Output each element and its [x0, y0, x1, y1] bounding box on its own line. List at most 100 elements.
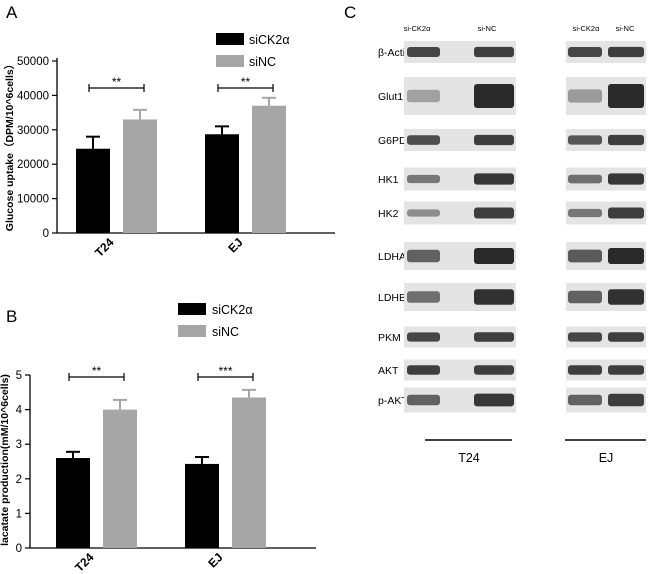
y-tick-label: 0: [43, 228, 49, 240]
blot-strip-t24: [404, 201, 516, 225]
protein-label-7: PKM: [378, 332, 401, 344]
y-tick-label: 30000: [17, 125, 49, 137]
band: [568, 365, 602, 375]
band: [407, 332, 440, 342]
protein-label-4: HK2: [378, 208, 399, 220]
significance-label: **: [92, 364, 102, 378]
band: [608, 173, 644, 185]
protein-label-1: Glut1: [378, 91, 403, 103]
band: [407, 47, 440, 57]
blot-strip-ej: [566, 167, 646, 191]
category-label-t24: T24: [92, 235, 117, 260]
band: [608, 46, 644, 58]
band: [474, 84, 514, 108]
band: [474, 173, 514, 185]
blot-strip-ej: [566, 201, 646, 225]
category-label-ej: EJ: [205, 550, 225, 570]
protein-label-9: p-AKT: [378, 395, 408, 407]
band: [568, 89, 602, 103]
significance-label: **: [112, 75, 122, 89]
band: [568, 174, 602, 184]
band: [568, 394, 602, 406]
legend-label-sinc: siNC: [212, 325, 239, 339]
bar-sick2-t24: [76, 148, 110, 233]
legend-swatch-sick2: [216, 33, 244, 45]
y-tick-label: 1: [16, 508, 22, 520]
y-tick-label: 5: [16, 370, 22, 382]
chart-b: 0 1 2 3 4 5 ** T24 *** EJ lacatate production(mM…: [0, 303, 316, 574]
band: [407, 365, 440, 375]
protein-label-5: LDHA: [378, 251, 406, 263]
lane-header-ej-sinc: si-NC: [616, 24, 635, 33]
band: [474, 207, 514, 219]
bar-sinc-t24: [123, 119, 157, 233]
band: [568, 208, 602, 218]
lane-header-t24-sinc: si-NC: [478, 24, 497, 33]
band: [608, 207, 644, 219]
band: [608, 365, 644, 375]
y-tick-label: 50000: [17, 56, 49, 68]
band: [407, 291, 440, 303]
band: [474, 365, 514, 375]
y-tick-label: 4: [16, 405, 23, 417]
band: [608, 84, 644, 108]
blot-strip-ej: [566, 41, 646, 63]
band: [474, 332, 514, 342]
band: [608, 393, 644, 407]
band: [474, 289, 514, 305]
group-label-t24: T24: [458, 451, 480, 465]
panel-letter-b: B: [6, 307, 17, 326]
blot-strip-t24: [404, 326, 516, 348]
band: [407, 89, 440, 103]
legend-label-sinc: siNC: [249, 55, 276, 69]
protein-label-2: G6PD: [378, 135, 407, 147]
band: [608, 332, 644, 342]
band: [568, 135, 602, 145]
blot-strip-t24: [404, 167, 516, 191]
chart-a: 0 10000 20000 30000 40000 50000 ** T24 ** EJ Glu…: [3, 33, 335, 260]
y-tick-label: 20000: [17, 159, 49, 171]
bar-sinc-ej: [252, 105, 286, 233]
band: [407, 394, 440, 406]
bar-sick2-ej: [185, 463, 219, 548]
blot-strip-ej: [566, 359, 646, 381]
bar-sick2-t24: [56, 458, 90, 548]
y-axis-label: lacatate production(mM/10^6cells): [0, 374, 11, 546]
y-tick-label: 0: [16, 543, 22, 555]
legend-swatch-sinc: [178, 325, 206, 337]
band: [474, 134, 514, 146]
protein-label-0: β-Actin: [378, 47, 411, 59]
band: [474, 46, 514, 58]
category-label-t24: T24: [72, 550, 97, 574]
group-label-ej: EJ: [599, 451, 614, 465]
band: [608, 134, 644, 146]
y-tick-label: 10000: [17, 194, 49, 206]
band: [568, 47, 602, 57]
band: [407, 135, 440, 145]
bar-sick2-ej: [205, 134, 239, 233]
y-axis-label: Glucose uptake（DPM/10^6cells）: [3, 59, 16, 231]
bar-sinc-t24: [103, 409, 137, 548]
band: [568, 249, 602, 263]
band: [407, 174, 440, 184]
panel-letter-a: A: [6, 3, 18, 22]
band: [608, 248, 644, 264]
y-tick-label: 40000: [17, 90, 49, 102]
blot-strip-t24: [404, 41, 516, 63]
panel-letter-c: C: [344, 3, 356, 22]
protein-label-3: HK1: [378, 174, 399, 186]
legend-swatch-sick2: [178, 303, 206, 315]
blot-strip-t24: [404, 359, 516, 381]
blot-strip-ej: [566, 326, 646, 348]
legend: siCK2α siNC: [216, 33, 290, 69]
legend-label-sick2: siCK2α: [212, 303, 253, 317]
significance-label: **: [241, 75, 251, 89]
y-tick-label: 2: [16, 474, 22, 486]
category-label-ej: EJ: [225, 235, 245, 255]
band: [474, 393, 514, 407]
western-blot: si-CK2α si-NC si-CK2α si-NC β-Actin Glut1…: [378, 24, 646, 465]
band: [407, 209, 440, 217]
band: [407, 249, 440, 263]
protein-label-6: LDHB: [378, 292, 406, 304]
